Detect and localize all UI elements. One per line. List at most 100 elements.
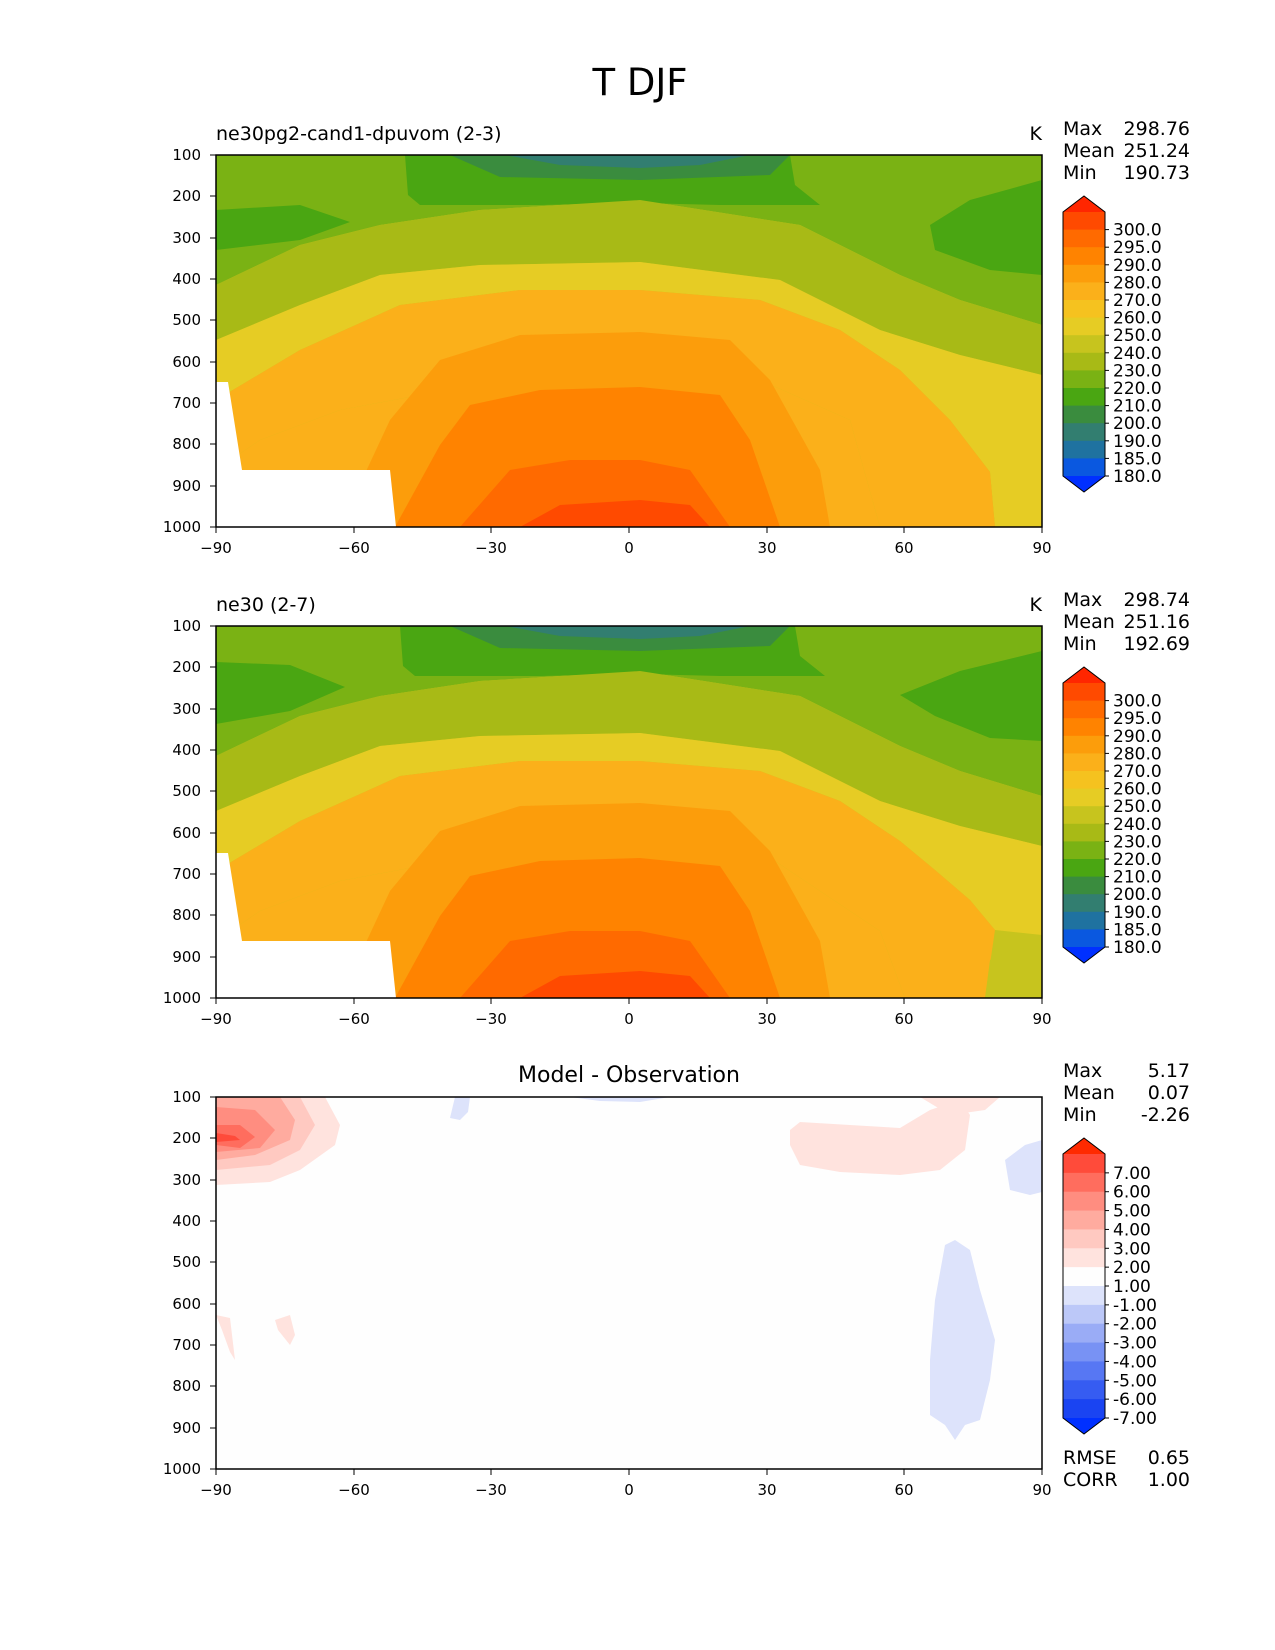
colorbar-label: 270.0	[1113, 762, 1162, 782]
colorbar-segment	[1063, 1399, 1105, 1419]
colorbar-segment	[1063, 388, 1105, 407]
stat-min-value: -2.26	[1141, 1104, 1190, 1126]
figure-title: T DJF	[591, 61, 687, 104]
stat-rmse-value: 0.65	[1148, 1447, 1190, 1469]
y-tick-label: 900	[172, 477, 201, 495]
colorbar-segment	[1063, 806, 1105, 825]
y-tick-label: 900	[172, 948, 201, 966]
colorbar-label: 250.0	[1113, 797, 1162, 817]
band-245-nw	[985, 948, 1042, 998]
colorbar-label: 300.0	[1113, 692, 1162, 712]
stat-max-value: 298.74	[1124, 589, 1190, 611]
colorbar-label: 200.0	[1113, 885, 1162, 905]
panel-1-field	[216, 155, 1042, 527]
panel-2-colorbar: 300.0295.0290.0280.0270.0260.0250.0240.0…	[1062, 666, 1162, 964]
stat-corr-value: 1.00	[1148, 1469, 1190, 1491]
colorbar-label: 230.0	[1113, 361, 1162, 381]
y-tick-label: 300	[172, 1171, 201, 1189]
stat-max-label: Max	[1063, 118, 1102, 140]
stat-min-value: 192.69	[1124, 633, 1190, 655]
colorbar-segment	[1063, 1342, 1105, 1363]
y-tick-label: 800	[172, 435, 201, 453]
y-tick-label: 500	[172, 311, 201, 329]
colorbar-segment	[1063, 841, 1105, 860]
y-tick-label: 300	[172, 700, 201, 718]
colorbar-segment	[1063, 911, 1105, 930]
x-tick-label: −30	[475, 539, 507, 557]
colorbar-label: 230.0	[1113, 832, 1162, 852]
x-tick-label: 60	[894, 1481, 913, 1499]
colorbar-label: -3.00	[1113, 1334, 1157, 1354]
stat-max-value: 298.76	[1124, 118, 1190, 140]
colorbar-label: 295.0	[1113, 709, 1162, 729]
panel-3: Model - Observation 100 200 300 400 500	[163, 1060, 1190, 1499]
colorbar-segment	[1063, 317, 1105, 336]
y-tick-label: 700	[172, 1336, 201, 1354]
colorbar-extend-bottom	[1063, 947, 1105, 963]
colorbar-segment	[1063, 823, 1105, 842]
colorbar-label: 220.0	[1113, 850, 1162, 870]
band-235	[216, 671, 1042, 846]
panel-2-field	[216, 626, 1042, 998]
x-tick-label: 30	[757, 539, 776, 557]
y-tick-label: 100	[172, 146, 201, 164]
stat-max-label: Max	[1063, 589, 1102, 611]
colorbar-segment	[1063, 247, 1105, 266]
x-tick-label: −90	[200, 1481, 232, 1499]
colorbar-label: 260.0	[1113, 309, 1162, 329]
colorbar-segment	[1063, 788, 1105, 807]
colorbar-label: 200.0	[1113, 414, 1162, 434]
diff-neg-np	[1005, 1140, 1042, 1195]
diff-neg-arctic	[930, 1240, 995, 1440]
colorbar-segment	[1063, 1267, 1105, 1287]
diff-pos-sp	[216, 1315, 235, 1360]
colorbar-segment	[1063, 876, 1105, 895]
colorbar-segment	[1063, 423, 1105, 442]
colorbar-label: 250.0	[1113, 326, 1162, 346]
y-tick-label: 1000	[163, 989, 201, 1007]
panel-1-units: K	[1030, 123, 1043, 145]
colorbar-label: 220.0	[1113, 379, 1162, 399]
colorbar-segment	[1063, 458, 1105, 477]
colorbar-segment	[1063, 929, 1105, 948]
band-215c	[216, 662, 345, 724]
y-tick-label: 300	[172, 229, 201, 247]
colorbar-segment	[1063, 405, 1105, 424]
colorbar-label: 240.0	[1113, 815, 1162, 835]
x-tick-label: 30	[757, 1481, 776, 1499]
topo-mask	[216, 382, 396, 527]
colorbar-label: -7.00	[1113, 1409, 1157, 1429]
colorbar-segment	[1063, 859, 1105, 878]
colorbar-segment	[1063, 1361, 1105, 1381]
colorbar-label: 185.0	[1113, 920, 1162, 940]
stat-mean-label: Mean	[1063, 1082, 1115, 1104]
x-tick-label: −60	[338, 1481, 370, 1499]
colorbar-label: -4.00	[1113, 1352, 1157, 1372]
y-tick-label: 500	[172, 782, 201, 800]
colorbar-segment	[1063, 1286, 1105, 1306]
y-tick-label: 900	[172, 1419, 201, 1437]
colorbar-segment	[1063, 735, 1105, 754]
y-tick-label: 800	[172, 906, 201, 924]
stat-mean-value: 251.16	[1124, 611, 1190, 633]
band-297	[520, 500, 710, 527]
x-tick-label: 60	[894, 539, 913, 557]
stat-corr-label: CORR	[1063, 1469, 1118, 1491]
x-tick-label: 90	[1032, 539, 1051, 557]
diff-pos-arctic	[790, 1100, 970, 1175]
colorbar-label: 190.0	[1113, 432, 1162, 452]
y-tick-label: 800	[172, 1377, 201, 1395]
colorbar-segment	[1063, 683, 1105, 702]
y-tick-label: 100	[172, 1088, 201, 1106]
colorbar-label: 6.00	[1113, 1183, 1151, 1203]
panel-1-yticks: 100 200 300 400 500 600 700 800 900 1000	[163, 146, 216, 536]
colorbar-segment	[1063, 1154, 1105, 1174]
panel-3-yticks: 100 200 300 400 500 600 700 800 900 1000	[163, 1088, 216, 1478]
colorbar-extend-top	[1063, 196, 1105, 212]
y-tick-label: 600	[172, 1295, 201, 1313]
y-tick-label: 100	[172, 617, 201, 635]
x-tick-label: −90	[200, 539, 232, 557]
colorbar-label: 1.00	[1113, 1277, 1151, 1297]
y-tick-label: 600	[172, 353, 201, 371]
panel-2-units: K	[1030, 594, 1043, 616]
